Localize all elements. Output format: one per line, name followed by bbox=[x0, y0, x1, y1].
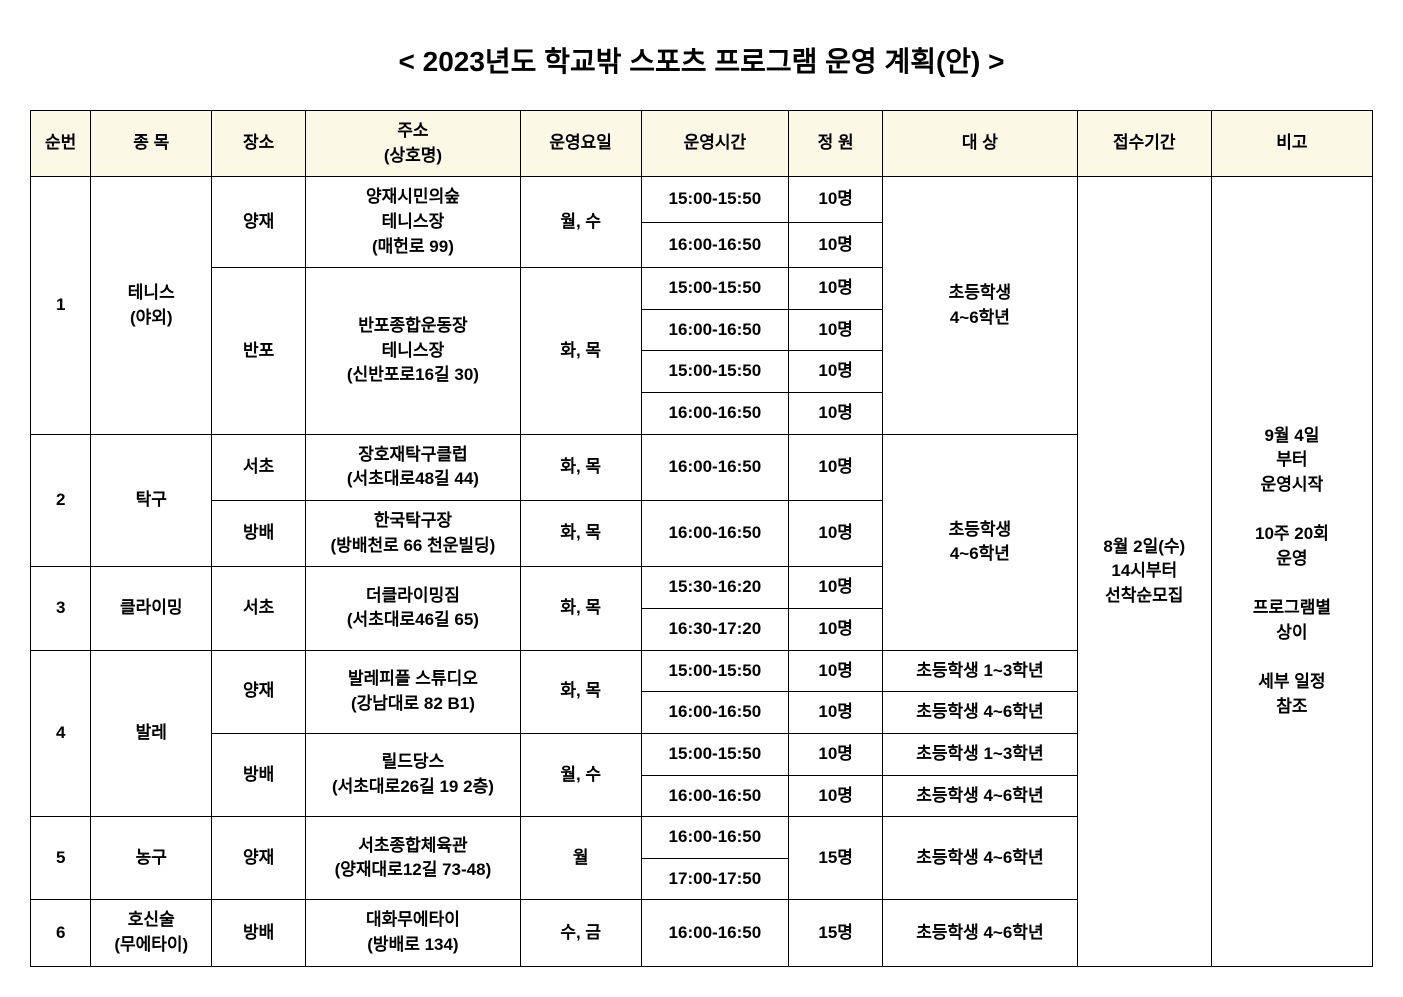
cell-address: 더클라이밍짐 (서초대로46길 65) bbox=[306, 567, 521, 650]
cell-capacity: 15명 bbox=[789, 817, 883, 900]
col-capacity: 정 원 bbox=[789, 111, 883, 177]
cell-target: 초등학생 4~6학년 bbox=[883, 692, 1078, 734]
cell-capacity: 10명 bbox=[789, 608, 883, 650]
cell-place: 양재 bbox=[212, 177, 306, 268]
cell-address: 장호재탁구클럽 (서초대로48길 44) bbox=[306, 434, 521, 500]
cell-address: 양재시민의숲 테니스장 (매헌로 99) bbox=[306, 177, 521, 268]
cell-time: 16:00-16:50 bbox=[641, 900, 789, 966]
col-num: 순번 bbox=[31, 111, 91, 177]
cell-num: 2 bbox=[31, 434, 91, 567]
cell-num: 4 bbox=[31, 650, 91, 817]
cell-days: 월, 수 bbox=[520, 733, 641, 816]
cell-time: 16:30-17:20 bbox=[641, 608, 789, 650]
cell-capacity: 15명 bbox=[789, 900, 883, 966]
page-title: < 2023년도 학교밖 스포츠 프로그램 운영 계획(안) > bbox=[30, 40, 1373, 80]
cell-capacity: 10명 bbox=[789, 692, 883, 734]
cell-num: 6 bbox=[31, 900, 91, 966]
cell-target: 초등학생 4~6학년 bbox=[883, 817, 1078, 900]
cell-sport: 발레 bbox=[91, 650, 212, 817]
cell-num: 5 bbox=[31, 817, 91, 900]
cell-time: 15:00-15:50 bbox=[641, 351, 789, 393]
cell-place: 양재 bbox=[212, 650, 306, 733]
cell-days: 수, 금 bbox=[520, 900, 641, 966]
cell-time: 15:00-15:50 bbox=[641, 733, 789, 775]
cell-place: 서초 bbox=[212, 434, 306, 500]
cell-time: 17:00-17:50 bbox=[641, 858, 789, 900]
cell-capacity: 10명 bbox=[789, 268, 883, 310]
cell-address: 발레피플 스튜디오 (강남대로 82 B1) bbox=[306, 650, 521, 733]
cell-capacity: 10명 bbox=[789, 177, 883, 222]
cell-time: 16:00-16:50 bbox=[641, 775, 789, 817]
cell-capacity: 10명 bbox=[789, 434, 883, 500]
cell-target: 초등학생 4~6학년 bbox=[883, 775, 1078, 817]
cell-capacity: 10명 bbox=[789, 733, 883, 775]
cell-address: 서초종합체육관 (양재대로12길 73-48) bbox=[306, 817, 521, 900]
cell-time: 15:00-15:50 bbox=[641, 177, 789, 222]
cell-time: 16:00-16:50 bbox=[641, 817, 789, 859]
cell-time: 16:00-16:50 bbox=[641, 222, 789, 267]
col-target: 대 상 bbox=[883, 111, 1078, 177]
cell-time: 15:30-16:20 bbox=[641, 567, 789, 609]
cell-place: 양재 bbox=[212, 817, 306, 900]
cell-place: 방배 bbox=[212, 900, 306, 966]
col-days: 운영요일 bbox=[520, 111, 641, 177]
cell-days: 월 bbox=[520, 817, 641, 900]
cell-target: 초등학생 1~3학년 bbox=[883, 650, 1078, 692]
cell-capacity: 10명 bbox=[789, 309, 883, 351]
col-registration: 접수기간 bbox=[1077, 111, 1211, 177]
cell-capacity: 10명 bbox=[789, 351, 883, 393]
cell-target: 초등학생 1~3학년 bbox=[883, 733, 1078, 775]
table-row: 1 테니스 (야외) 양재 양재시민의숲 테니스장 (매헌로 99) 월, 수 … bbox=[31, 177, 1373, 222]
cell-days: 화, 목 bbox=[520, 434, 641, 500]
cell-time: 16:00-16:50 bbox=[641, 309, 789, 351]
cell-time: 16:00-16:50 bbox=[641, 692, 789, 734]
cell-target: 초등학생 4~6학년 bbox=[883, 177, 1078, 434]
cell-time: 16:00-16:50 bbox=[641, 501, 789, 567]
cell-capacity: 10명 bbox=[789, 501, 883, 567]
cell-capacity: 10명 bbox=[789, 775, 883, 817]
cell-note: 9월 4일 부터 운영시작 10주 20회 운영 프로그램별 상이 세부 일정 … bbox=[1211, 177, 1372, 966]
cell-time: 16:00-16:50 bbox=[641, 393, 789, 435]
schedule-table: 순번 종 목 장소 주소 (상호명) 운영요일 운영시간 정 원 대 상 접수기… bbox=[30, 110, 1373, 967]
cell-capacity: 10명 bbox=[789, 567, 883, 609]
cell-time: 15:00-15:50 bbox=[641, 268, 789, 310]
cell-sport: 탁구 bbox=[91, 434, 212, 567]
col-note: 비고 bbox=[1211, 111, 1372, 177]
col-address: 주소 (상호명) bbox=[306, 111, 521, 177]
cell-address: 반포종합운동장 테니스장 (신반포로16길 30) bbox=[306, 268, 521, 435]
cell-num: 3 bbox=[31, 567, 91, 650]
cell-registration: 8월 2일(수) 14시부터 선착순모집 bbox=[1077, 177, 1211, 966]
cell-days: 화, 목 bbox=[520, 650, 641, 733]
cell-place: 반포 bbox=[212, 268, 306, 435]
cell-address: 대화무에타이 (방배로 134) bbox=[306, 900, 521, 966]
col-sport: 종 목 bbox=[91, 111, 212, 177]
cell-address: 한국탁구장 (방배천로 66 천운빌딩) bbox=[306, 501, 521, 567]
col-place: 장소 bbox=[212, 111, 306, 177]
cell-place: 서초 bbox=[212, 567, 306, 650]
cell-target: 초등학생 4~6학년 bbox=[883, 434, 1078, 650]
cell-target: 초등학생 4~6학년 bbox=[883, 900, 1078, 966]
cell-days: 화, 목 bbox=[520, 501, 641, 567]
cell-sport: 농구 bbox=[91, 817, 212, 900]
cell-days: 화, 목 bbox=[520, 567, 641, 650]
cell-sport: 테니스 (야외) bbox=[91, 177, 212, 434]
cell-capacity: 10명 bbox=[789, 650, 883, 692]
cell-num: 1 bbox=[31, 177, 91, 434]
cell-place: 방배 bbox=[212, 501, 306, 567]
table-header-row: 순번 종 목 장소 주소 (상호명) 운영요일 운영시간 정 원 대 상 접수기… bbox=[31, 111, 1373, 177]
cell-place: 방배 bbox=[212, 733, 306, 816]
col-time: 운영시간 bbox=[641, 111, 789, 177]
cell-sport: 클라이밍 bbox=[91, 567, 212, 650]
cell-days: 월, 수 bbox=[520, 177, 641, 268]
cell-days: 화, 목 bbox=[520, 268, 641, 435]
cell-time: 15:00-15:50 bbox=[641, 650, 789, 692]
cell-capacity: 10명 bbox=[789, 393, 883, 435]
cell-capacity: 10명 bbox=[789, 222, 883, 267]
cell-sport: 호신술 (무에타이) bbox=[91, 900, 212, 966]
cell-time: 16:00-16:50 bbox=[641, 434, 789, 500]
cell-address: 릴드당스 (서초대로26길 19 2층) bbox=[306, 733, 521, 816]
